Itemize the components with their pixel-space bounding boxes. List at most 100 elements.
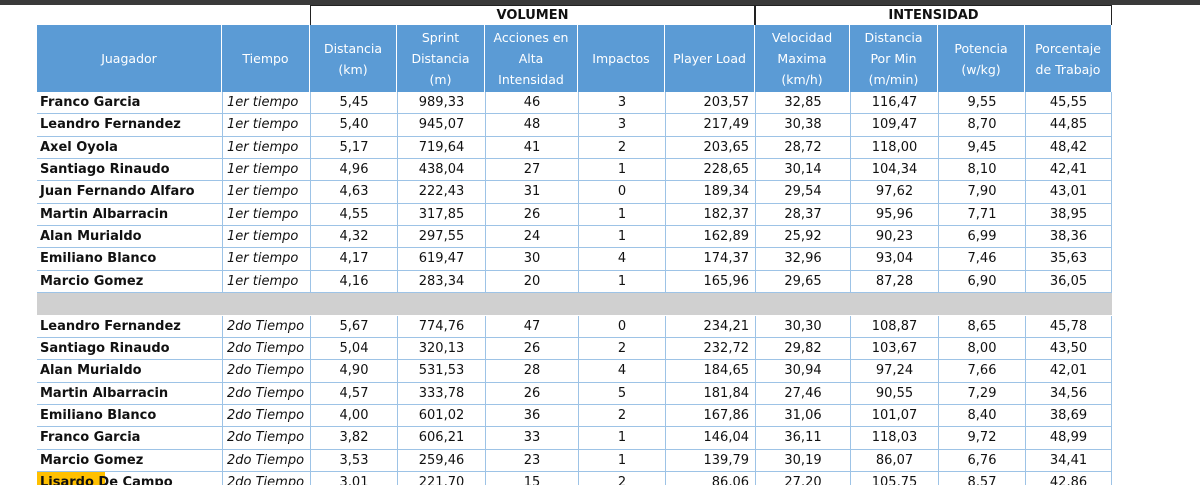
row-border bbox=[37, 336, 1112, 338]
row-border bbox=[37, 470, 1112, 472]
value-cell: 0 bbox=[578, 315, 665, 338]
value-cell: 26 bbox=[485, 203, 578, 227]
value-cell: 108,87 bbox=[850, 315, 938, 338]
value-cell: 30,38 bbox=[755, 114, 850, 137]
period: 1er tiempo bbox=[222, 136, 310, 160]
value-cell: 34,56 bbox=[1025, 382, 1112, 405]
value-cell: 48 bbox=[485, 114, 578, 137]
value-cell: 162,89 bbox=[665, 226, 755, 249]
period: 2do Tiempo bbox=[222, 427, 310, 450]
period: 1er tiempo bbox=[222, 248, 310, 271]
value-cell: 221,70 bbox=[397, 471, 485, 485]
value-cell: 283,34 bbox=[397, 270, 485, 294]
value-cell: 25,92 bbox=[755, 226, 850, 249]
value-cell: 146,04 bbox=[665, 427, 755, 450]
value-cell: 7,66 bbox=[938, 360, 1025, 383]
value-cell: 38,95 bbox=[1025, 203, 1112, 227]
player-name: Axel Oyola bbox=[40, 139, 118, 155]
row-border bbox=[37, 158, 1112, 160]
value-cell: 3,01 bbox=[310, 471, 397, 485]
player-name: Emiliano Blanco bbox=[40, 407, 157, 423]
value-cell: 93,04 bbox=[850, 248, 938, 271]
value-cell: 42,41 bbox=[1025, 159, 1112, 182]
player-name: Martin Albarracin bbox=[40, 385, 169, 401]
period: 2do Tiempo bbox=[222, 449, 310, 472]
value-cell: 774,76 bbox=[397, 315, 485, 338]
value-cell: 4,96 bbox=[310, 159, 397, 182]
value-cell: 27 bbox=[485, 159, 578, 182]
value-cell: 6,90 bbox=[938, 270, 1025, 294]
value-cell: 181,84 bbox=[665, 382, 755, 405]
player-name: Marcio Gomez bbox=[40, 452, 144, 468]
value-cell: 4,17 bbox=[310, 248, 397, 271]
value-cell: 989,33 bbox=[397, 92, 485, 115]
value-cell: 38,69 bbox=[1025, 404, 1112, 428]
header-line: Maxima bbox=[777, 51, 827, 66]
value-cell: 86,07 bbox=[850, 449, 938, 472]
value-cell: 43,01 bbox=[1025, 181, 1112, 204]
value-cell: 601,02 bbox=[397, 404, 485, 428]
value-cell: 45,55 bbox=[1025, 92, 1112, 115]
value-cell: 8,57 bbox=[938, 471, 1025, 485]
value-cell: 42,86 bbox=[1025, 471, 1112, 485]
value-cell: 97,62 bbox=[850, 181, 938, 204]
value-cell: 9,45 bbox=[938, 136, 1025, 160]
header-line: Potencia bbox=[954, 40, 1008, 56]
period: 1er tiempo bbox=[222, 92, 310, 115]
value-cell: 6,76 bbox=[938, 449, 1025, 472]
value-cell: 0 bbox=[578, 181, 665, 204]
period: 1er tiempo bbox=[222, 181, 310, 204]
row-border bbox=[37, 448, 1112, 450]
header-line: (w/kg) bbox=[961, 61, 1001, 77]
value-cell: 103,67 bbox=[850, 337, 938, 361]
value-cell: 36,11 bbox=[755, 427, 850, 450]
header-line: Distancia bbox=[411, 51, 470, 66]
value-cell: 29,54 bbox=[755, 181, 850, 204]
value-cell: 203,65 bbox=[665, 136, 755, 160]
value-cell: 4,63 bbox=[310, 181, 397, 204]
header-line: (m/min) bbox=[868, 72, 919, 87]
value-cell: 43,50 bbox=[1025, 337, 1112, 361]
row-border bbox=[37, 247, 1112, 249]
group-header: INTENSIDAD bbox=[755, 5, 1112, 25]
row-border bbox=[37, 225, 1112, 227]
value-cell: 8,65 bbox=[938, 315, 1025, 338]
value-cell: 7,90 bbox=[938, 181, 1025, 204]
value-cell: 606,21 bbox=[397, 427, 485, 450]
value-cell: 34,41 bbox=[1025, 449, 1112, 472]
value-cell: 5,17 bbox=[310, 136, 397, 160]
value-cell: 7,71 bbox=[938, 203, 1025, 227]
value-cell: 42,01 bbox=[1025, 360, 1112, 383]
value-cell: 87,28 bbox=[850, 270, 938, 294]
value-cell: 203,57 bbox=[665, 92, 755, 115]
period: 1er tiempo bbox=[222, 226, 310, 249]
value-cell: 47 bbox=[485, 315, 578, 338]
value-cell: 27,20 bbox=[755, 471, 850, 485]
value-cell: 46 bbox=[485, 92, 578, 115]
column-header: Acciones en Alta Intensidad bbox=[485, 25, 578, 92]
top-strip bbox=[0, 0, 1200, 5]
value-cell: 30,19 bbox=[755, 449, 850, 472]
value-cell: 32,96 bbox=[755, 248, 850, 271]
value-cell: 4,57 bbox=[310, 382, 397, 405]
value-cell: 101,07 bbox=[850, 404, 938, 428]
value-cell: 167,86 bbox=[665, 404, 755, 428]
value-cell: 217,49 bbox=[665, 114, 755, 137]
column-header: Porcentaje de Trabajo bbox=[1025, 25, 1112, 92]
value-cell: 27,46 bbox=[755, 382, 850, 405]
value-cell: 44,85 bbox=[1025, 114, 1112, 137]
value-cell: 174,37 bbox=[665, 248, 755, 271]
value-cell: 36,05 bbox=[1025, 270, 1112, 294]
column-header: Juagador bbox=[37, 25, 222, 92]
value-cell: 7,29 bbox=[938, 382, 1025, 405]
column-header: Velocidad Maxima (km/h) bbox=[755, 25, 850, 92]
value-cell: 118,00 bbox=[850, 136, 938, 160]
player-name: Santiago Rinaudo bbox=[40, 340, 170, 356]
value-cell: 5,04 bbox=[310, 337, 397, 361]
value-cell: 4,90 bbox=[310, 360, 397, 383]
value-cell: 4,16 bbox=[310, 270, 397, 294]
player-name: Emiliano Blanco bbox=[40, 251, 157, 267]
value-cell: 36 bbox=[485, 404, 578, 428]
